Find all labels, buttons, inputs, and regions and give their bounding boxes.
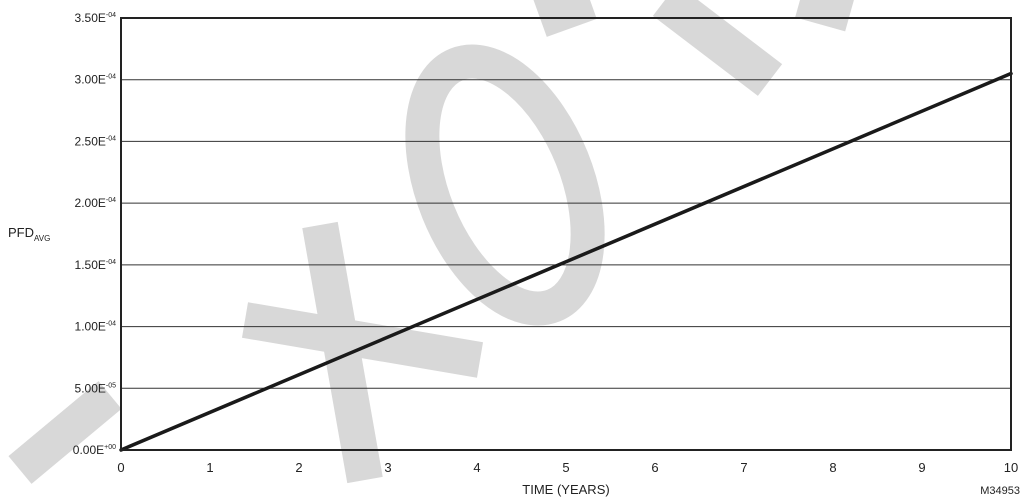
y-tick-label: 2.50E-04 [75, 134, 117, 148]
watermark-stroke [20, 395, 110, 470]
watermark-stroke [320, 225, 365, 480]
x-tick-label: 3 [384, 460, 391, 475]
x-axis-title: TIME (YEARS) [522, 482, 609, 497]
x-tick-label: 8 [829, 460, 836, 475]
y-tick-label: 2.00E-04 [75, 196, 117, 210]
watermark-stroke [665, 0, 770, 80]
grid-lines [121, 18, 1011, 450]
y-tick-label: 1.50E-04 [75, 258, 117, 272]
svg-text:PFDAVG: PFDAVG [8, 225, 50, 243]
y-tick-label: 5.00E-05 [75, 381, 117, 395]
y-axis-title: PFDAVG [8, 225, 50, 243]
x-tick-label: 7 [740, 460, 747, 475]
y-axis-title-subscript: AVG [34, 234, 50, 243]
figure-code: M34953 [980, 485, 1020, 497]
x-tick-label: 9 [918, 460, 925, 475]
x-tick-label: 2 [295, 460, 302, 475]
x-tick-label: 10 [1004, 460, 1018, 475]
plot-frame [121, 18, 1011, 450]
y-tick-label: 3.50E-04 [75, 11, 117, 25]
watermark [20, 0, 850, 480]
y-tick-labels: 0.00E+00 5.00E-05 1.00E-04 1.50E-04 2.00E-04… [73, 11, 116, 457]
x-tick-label: 4 [473, 460, 480, 475]
y-tick-label: 3.00E-04 [75, 73, 117, 87]
x-tick-label: 0 [117, 460, 124, 475]
y-axis-title-main: PFD [8, 225, 34, 240]
x-tick-label: 6 [651, 460, 658, 475]
y-tick-label: 1.00E-04 [75, 320, 117, 334]
watermark-stroke [800, 0, 850, 14]
watermark-stroke [245, 320, 480, 360]
x-tick-labels: 0 1 2 3 4 5 6 7 8 9 10 [117, 460, 1018, 475]
y-tick-label: 0.00E+00 [73, 443, 116, 457]
x-tick-label: 5 [562, 460, 569, 475]
watermark-stroke [540, 0, 590, 18]
x-tick-label: 1 [206, 460, 213, 475]
